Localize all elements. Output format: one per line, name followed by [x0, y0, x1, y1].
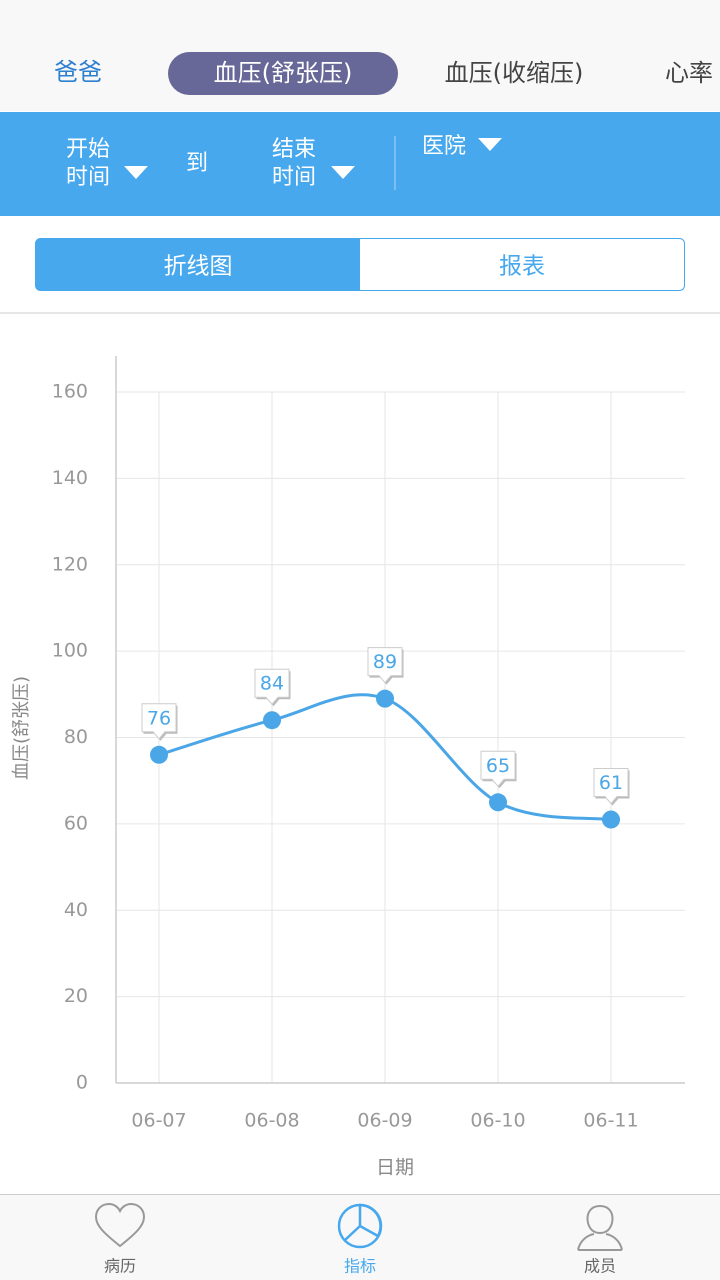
- x-tick-label: 06-10: [470, 1110, 525, 1132]
- nav-item[interactable]: 病历: [104, 1257, 136, 1276]
- to-label: 到: [186, 151, 208, 176]
- data-label: 76: [147, 707, 171, 729]
- point: [602, 810, 620, 829]
- tab[interactable]: 血压(舒张压): [214, 59, 353, 87]
- chart: 0 20 40 60 80 100 120 140 160 06-07 06-08 06-09 06-1…: [52, 356, 685, 1132]
- nav-icon: [94, 1202, 146, 1248]
- data-label: 89: [373, 651, 397, 673]
- callout: [254, 668, 290, 705]
- toggle-selected-bg: [35, 238, 360, 291]
- point: [150, 745, 168, 764]
- nav-icon: [344, 1203, 382, 1241]
- data-label: 61: [599, 772, 623, 794]
- x-tick-label: 06-09: [357, 1110, 412, 1132]
- toggle-option[interactable]: 报表: [499, 254, 545, 280]
- start-filter[interactable]: 时间: [66, 165, 110, 190]
- point: [376, 689, 394, 708]
- y-tick-label: 0: [76, 1072, 88, 1094]
- callout: [367, 647, 403, 684]
- data-label: 65: [486, 755, 510, 777]
- point: [489, 793, 507, 812]
- y-tick-label: 20: [64, 985, 88, 1007]
- callout: [480, 750, 516, 788]
- y-tick-label: 160: [52, 381, 88, 403]
- tab[interactable]: 血压(收缩压): [445, 59, 584, 87]
- start-filter[interactable]: 开始: [66, 137, 110, 162]
- nav-icon: [577, 1204, 623, 1251]
- nav-item[interactable]: 指标: [344, 1257, 376, 1276]
- y-tick-label: 140: [52, 467, 88, 489]
- nav-item[interactable]: 成员: [584, 1257, 616, 1276]
- callout: [593, 768, 629, 805]
- filter-bar: [0, 112, 720, 216]
- y-tick-label: 60: [64, 812, 88, 834]
- y-tick-label: 80: [64, 726, 88, 748]
- y-axis-title: 血压(舒张压): [11, 676, 32, 780]
- callout: [141, 703, 177, 740]
- toggle-option[interactable]: 折线图: [164, 254, 233, 280]
- y-tick-label: 40: [64, 899, 88, 921]
- x-tick-label: 06-11: [583, 1110, 638, 1132]
- data-label: 84: [260, 673, 284, 695]
- x-axis-title: 日期: [376, 1157, 414, 1179]
- y-tick-label: 100: [52, 640, 88, 662]
- tab[interactable]: 心率: [665, 59, 713, 87]
- x-tick-label: 06-07: [131, 1110, 186, 1132]
- x-tick-label: 06-08: [244, 1110, 299, 1132]
- dropdown-arrow: [124, 166, 148, 179]
- end-filter[interactable]: 结束: [272, 137, 316, 162]
- tab[interactable]: 爸爸: [54, 58, 102, 86]
- end-filter[interactable]: 时间: [272, 165, 316, 190]
- point: [263, 711, 281, 730]
- dropdown-arrow: [331, 166, 355, 179]
- hospital-filter[interactable]: 医院: [422, 134, 466, 159]
- y-tick-label: 120: [52, 553, 88, 575]
- tab-selected-bg: [168, 52, 398, 95]
- dropdown-arrow: [478, 138, 502, 151]
